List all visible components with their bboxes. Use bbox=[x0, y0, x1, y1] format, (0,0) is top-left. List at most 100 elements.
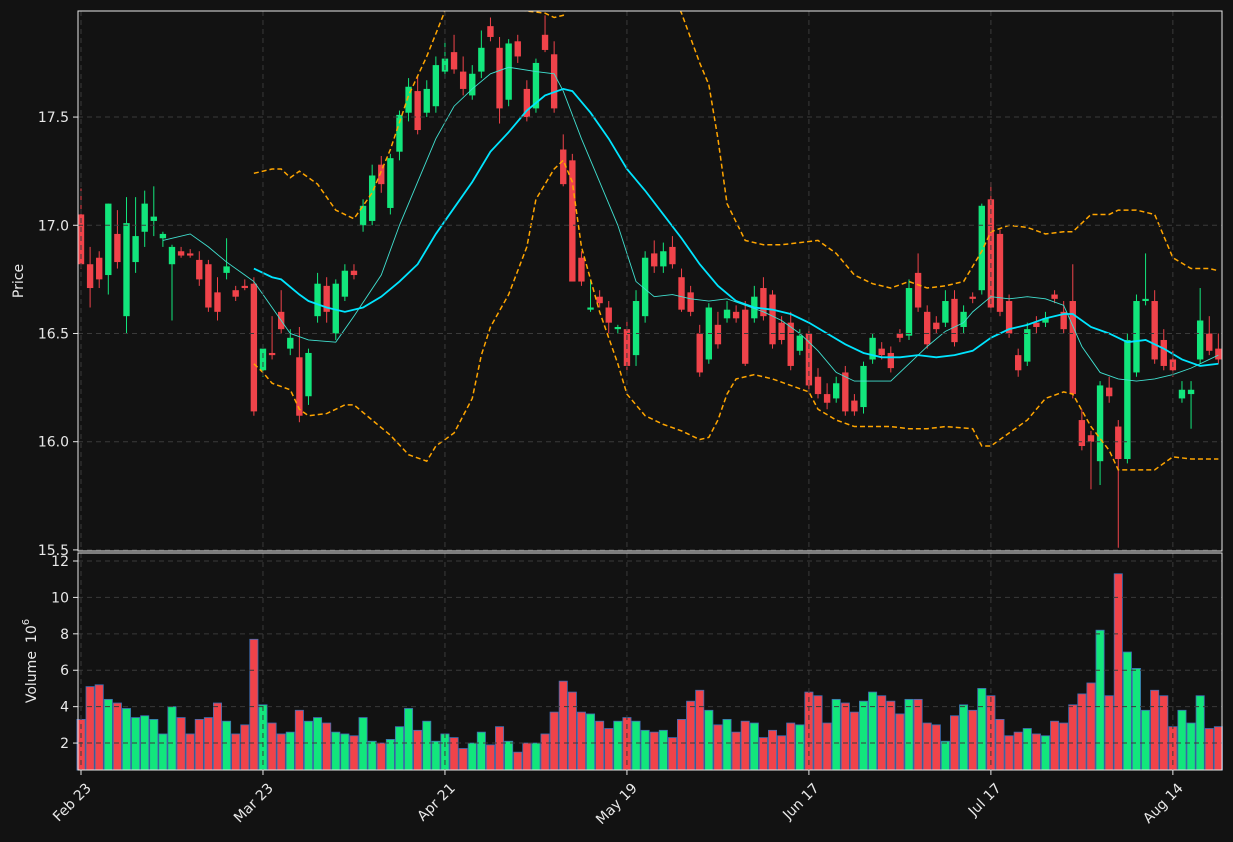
volume-bar bbox=[167, 706, 177, 771]
candle-body bbox=[450, 52, 458, 70]
overlay-line bbox=[253, 11, 1219, 289]
volume-bar bbox=[549, 711, 559, 771]
candle-body bbox=[805, 333, 813, 386]
volume-bar bbox=[249, 638, 259, 771]
volume-bar bbox=[1022, 728, 1032, 771]
candle-body bbox=[287, 337, 294, 349]
volume-bar bbox=[604, 728, 614, 771]
volume-bar bbox=[631, 720, 641, 771]
candle-body bbox=[187, 253, 194, 256]
volume-bar bbox=[1013, 731, 1023, 771]
candle-body bbox=[541, 34, 549, 50]
volume-bar bbox=[540, 733, 550, 771]
candle-body bbox=[560, 149, 567, 185]
candle-body bbox=[1187, 389, 1195, 395]
candle-body bbox=[86, 264, 94, 289]
volume-bar bbox=[804, 691, 814, 771]
volume-label: Volume bbox=[24, 651, 40, 703]
volume-bar bbox=[667, 737, 677, 771]
candle-body bbox=[1206, 333, 1213, 351]
candle-body bbox=[978, 205, 985, 291]
volume-bar bbox=[731, 731, 741, 771]
candle-body bbox=[1060, 311, 1067, 330]
candle-body bbox=[159, 233, 167, 239]
volume-bar bbox=[485, 744, 495, 771]
candle-body bbox=[1042, 318, 1049, 323]
candle-body bbox=[223, 266, 230, 273]
volume-bar bbox=[131, 717, 141, 771]
volume-bar bbox=[658, 729, 668, 771]
y-tick-label: 4 bbox=[60, 700, 69, 716]
candle-body bbox=[432, 65, 440, 107]
candle-body bbox=[550, 54, 558, 109]
candle-body bbox=[951, 298, 958, 343]
candle-body bbox=[632, 301, 640, 356]
volume-bar bbox=[285, 731, 295, 771]
candle-body bbox=[177, 251, 185, 256]
volume-bar bbox=[677, 718, 687, 771]
candle-body bbox=[505, 43, 512, 100]
candle-body bbox=[1178, 389, 1186, 399]
overlay-line bbox=[253, 87, 1219, 367]
volume-bar bbox=[85, 686, 95, 771]
candle-body bbox=[569, 160, 576, 282]
candle-body bbox=[241, 285, 248, 289]
candle-body bbox=[523, 88, 531, 118]
candle-body bbox=[769, 294, 776, 345]
candle-body bbox=[1215, 348, 1222, 360]
volume-bar bbox=[467, 742, 477, 771]
candle-body bbox=[205, 264, 212, 308]
candle-body bbox=[887, 352, 894, 369]
volume-bar bbox=[686, 700, 696, 771]
price-panel bbox=[78, 11, 1222, 548]
candle-body bbox=[387, 158, 394, 208]
candle-body bbox=[250, 283, 258, 412]
volume-bar bbox=[385, 739, 395, 771]
volume-bar bbox=[1004, 735, 1014, 771]
candle-body bbox=[341, 270, 349, 297]
volume-bar bbox=[1141, 709, 1151, 771]
y-tick-label: 17.0 bbox=[38, 218, 69, 234]
volume-bar bbox=[158, 733, 168, 771]
candle-body bbox=[105, 203, 112, 276]
volume-bar bbox=[1150, 689, 1160, 771]
volume-bar bbox=[1095, 629, 1105, 771]
candle-body bbox=[405, 86, 412, 113]
candle-body bbox=[614, 326, 622, 330]
volume-bar bbox=[613, 720, 623, 771]
volume-bar bbox=[831, 698, 841, 771]
candle-body bbox=[723, 309, 731, 319]
volume-bar bbox=[458, 748, 468, 771]
candle-body bbox=[323, 285, 330, 312]
volume-bar bbox=[840, 702, 850, 771]
volume-bar bbox=[1177, 709, 1187, 771]
price-frame bbox=[77, 10, 1223, 552]
volume-bar bbox=[149, 718, 159, 771]
volume-bar bbox=[513, 751, 523, 771]
candle-body bbox=[914, 272, 922, 308]
candle-body bbox=[478, 47, 485, 72]
candle-body bbox=[350, 270, 358, 276]
volume-bar bbox=[313, 717, 323, 771]
candle-body bbox=[141, 203, 148, 232]
candle-body bbox=[1142, 298, 1149, 302]
volume-bar bbox=[940, 740, 950, 771]
candle-body bbox=[678, 277, 685, 310]
candle-body bbox=[942, 301, 949, 323]
y-tick-label: 6 bbox=[60, 663, 69, 679]
volume-bar bbox=[504, 740, 514, 771]
volume-bar bbox=[476, 731, 486, 771]
volume-bar bbox=[413, 729, 423, 771]
volume-bar bbox=[522, 742, 532, 771]
candle-body bbox=[469, 73, 476, 96]
volume-bar bbox=[294, 709, 304, 771]
volume-bar bbox=[431, 740, 441, 771]
volume-bar bbox=[567, 691, 577, 771]
volume-bar bbox=[1050, 720, 1060, 771]
volume-bar bbox=[859, 700, 868, 771]
volume-bar bbox=[394, 726, 404, 771]
volume-bar bbox=[1077, 693, 1087, 771]
candle-body bbox=[878, 348, 885, 356]
candle-body bbox=[414, 91, 421, 131]
